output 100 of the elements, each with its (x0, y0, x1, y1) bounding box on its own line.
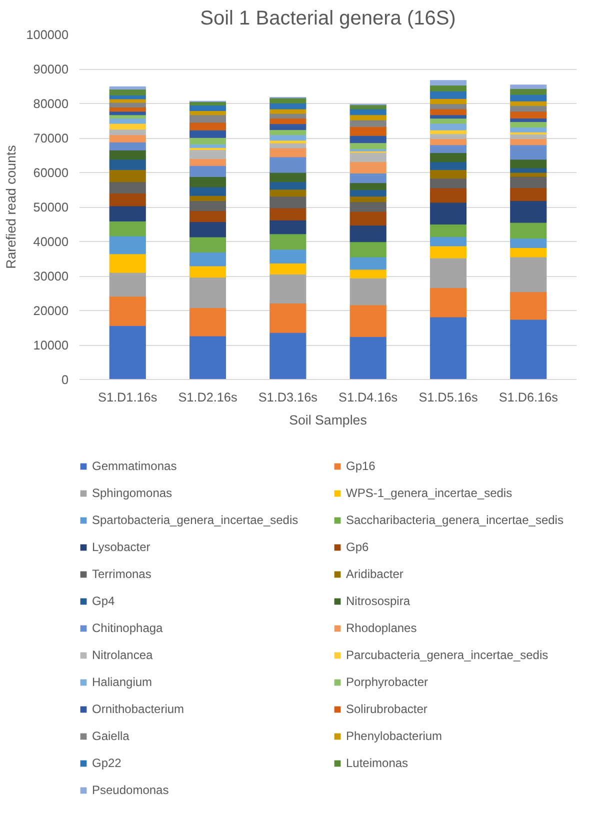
legend-label: Porphyrobacter (346, 674, 430, 690)
bar (510, 138, 547, 146)
bar (510, 100, 547, 106)
bar (189, 252, 226, 266)
bar (350, 142, 386, 150)
x-tick-label: S1.D1.16s (98, 390, 158, 404)
bar (270, 182, 306, 190)
bar (430, 90, 467, 99)
bar (350, 196, 386, 202)
bar (510, 88, 547, 95)
bar (270, 102, 306, 110)
bar (430, 246, 467, 258)
y-tick-label: 0 (61, 373, 69, 387)
bar (109, 325, 146, 380)
bar (270, 262, 306, 275)
bar (109, 129, 146, 136)
y-tick-label: 50000 (33, 200, 69, 214)
legend-label: Gemmatimonas (92, 458, 178, 474)
bar (109, 142, 146, 150)
legend-label: Gaiella (92, 728, 130, 744)
legend-label: Gp22 (92, 755, 122, 771)
bar (510, 176, 547, 188)
legend-label: Lysobacter (92, 539, 152, 555)
bar (189, 266, 226, 278)
legend-label: Phenylobacterium (346, 728, 444, 744)
bar (350, 114, 386, 120)
bar (189, 158, 226, 166)
bar (430, 162, 467, 170)
bar (189, 122, 226, 130)
y-axis-title: Rarefied read counts (3, 144, 18, 269)
bar (109, 296, 146, 326)
bar (189, 149, 226, 159)
bar (510, 200, 547, 223)
bar (510, 187, 547, 202)
bar (270, 148, 306, 158)
bar (510, 105, 547, 112)
bar (350, 120, 386, 127)
legend-label: Haliangium (92, 674, 154, 690)
legend-label: Rhodoplanes (346, 620, 418, 636)
bar (350, 211, 386, 226)
bar (109, 254, 146, 273)
bar (109, 159, 146, 170)
bar (350, 152, 386, 162)
y-tick-label: 80000 (33, 97, 69, 111)
bar (350, 269, 386, 278)
y-tick-label: 70000 (33, 132, 69, 146)
bar (270, 108, 306, 114)
bar (109, 236, 146, 254)
bar (510, 256, 547, 292)
bar (350, 256, 386, 270)
bar (430, 104, 467, 110)
bar (109, 107, 146, 112)
bar (430, 118, 467, 124)
x-tick-label: S1.D4.16s (338, 390, 398, 404)
bar (350, 104, 386, 110)
y-tick-label: 60000 (33, 166, 69, 180)
bar (270, 220, 306, 234)
bar (430, 188, 467, 203)
bar (510, 238, 547, 248)
legend-label: Chitinophaga (92, 620, 164, 636)
legend-label: Parcubacteria_genera_incertae_sedis (346, 647, 550, 663)
legend-label: Gp6 (346, 539, 370, 555)
bar (430, 258, 467, 288)
bar (109, 206, 146, 222)
chart-title: Soil 1 Bacterial genera (16S) (200, 8, 456, 30)
bar (109, 220, 146, 236)
bar (270, 134, 306, 141)
bar (430, 224, 467, 237)
y-tick-label: 20000 (33, 304, 69, 318)
y-tick-label: 100000 (26, 28, 68, 42)
bar (430, 134, 467, 139)
bar (109, 182, 146, 194)
x-tick-label: S1.D5.16s (418, 390, 478, 404)
legend-label: Aridibacter (346, 566, 404, 582)
bar (270, 332, 306, 380)
y-tick-label: 30000 (33, 270, 69, 284)
legend-label: Pseudomonas (92, 782, 170, 798)
legend-label: Gp16 (346, 458, 376, 474)
legend-label: Sphingomonas (92, 485, 174, 501)
bar (189, 222, 226, 238)
bar (350, 278, 386, 306)
legend-label: Nitrolancea (92, 647, 154, 663)
legend-label: Luteimonas (346, 755, 410, 771)
bar (430, 152, 467, 162)
bar (270, 124, 306, 130)
bar (350, 336, 386, 380)
legend-label: Terrimonas (92, 566, 152, 582)
bar (109, 94, 146, 100)
bar (270, 234, 306, 250)
bar (189, 137, 226, 144)
bar (270, 172, 306, 182)
x-axis-title: Soil Samples (289, 412, 368, 428)
bar (510, 118, 547, 122)
legend-label: Ornithobacterium (92, 701, 186, 717)
legend-label: Solirubrobacter (346, 701, 428, 717)
bar (270, 303, 306, 333)
bar (270, 208, 306, 220)
bar (270, 140, 306, 144)
bar (350, 182, 386, 190)
bar (350, 126, 386, 136)
